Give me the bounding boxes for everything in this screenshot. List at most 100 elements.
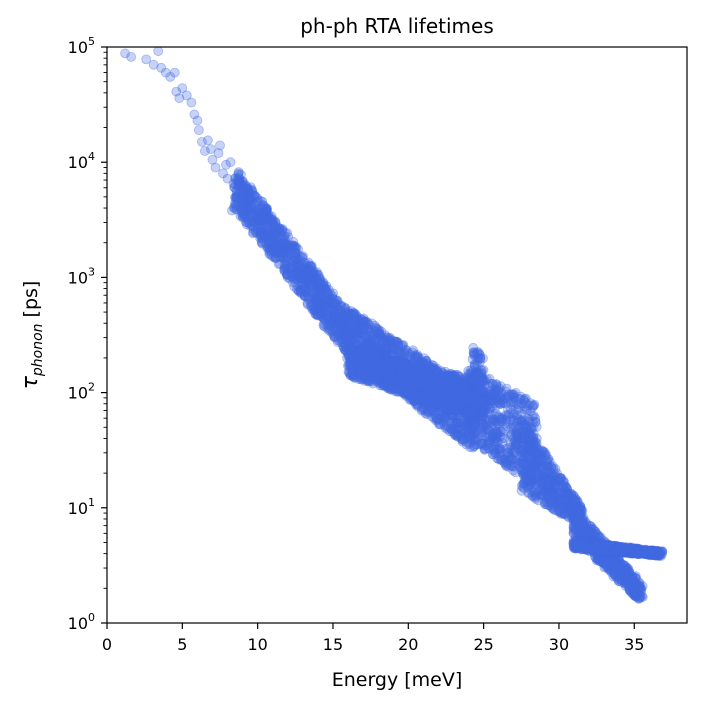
scatter-point [255, 233, 266, 243]
scatter-point [240, 203, 251, 214]
scatter-point [271, 248, 282, 259]
scatter-point [249, 204, 260, 215]
scatter-point [221, 159, 231, 170]
scatter-point [316, 311, 327, 322]
scatter-point [302, 297, 313, 308]
scatter-point [246, 219, 257, 230]
scatter-point [329, 294, 340, 305]
scatter-point [281, 263, 292, 274]
scatter-point [317, 300, 328, 310]
scatter-point [278, 247, 288, 258]
scatter-point [288, 256, 299, 267]
scatter-point [302, 269, 313, 280]
scatter-point [263, 209, 274, 220]
scatter-point [311, 295, 322, 306]
scatter-point [318, 282, 329, 293]
scatter-point [317, 298, 328, 309]
scatter-point [263, 212, 274, 223]
scatter-point [501, 460, 512, 471]
scatter-point [297, 252, 308, 263]
scatter-point [517, 444, 528, 455]
scatter-point [560, 509, 570, 519]
scatter-point [315, 275, 326, 286]
scatter-point [240, 205, 251, 216]
scatter-point [261, 205, 272, 216]
plot-background [107, 47, 687, 623]
scatter-point [266, 211, 277, 222]
scatter-point [252, 223, 263, 234]
scatter-point [268, 244, 279, 255]
scatter-point [261, 212, 272, 223]
scatter-point [308, 286, 319, 297]
scatter-point [328, 315, 339, 326]
scatter-point [237, 177, 248, 188]
scatter-point [302, 299, 313, 310]
scatter-point [258, 206, 268, 217]
scatter-point [311, 292, 322, 303]
scatter-point [240, 186, 251, 197]
scatter-point [274, 258, 285, 269]
scatter-point [228, 202, 239, 213]
scatter-point [126, 52, 137, 62]
scatter-point [322, 310, 333, 321]
scatter-point [242, 183, 253, 194]
scatter-point [256, 223, 267, 233]
scatter-point [633, 549, 644, 560]
scatter-point [274, 239, 285, 250]
scatter-point [286, 242, 297, 253]
scatter-point [327, 326, 338, 337]
scatter-point [614, 574, 624, 585]
scatter-point [234, 176, 245, 187]
scatter-point [335, 311, 346, 322]
scatter-point [312, 269, 323, 280]
scatter-point [295, 284, 306, 295]
scatter-point [291, 274, 302, 285]
scatter-point [298, 272, 309, 283]
scatter-point [306, 261, 317, 272]
scatter-point [523, 488, 534, 499]
scatter-point [270, 216, 281, 227]
scatter-point [300, 286, 311, 297]
scatter-point [312, 286, 323, 297]
scatter-point [243, 207, 253, 218]
scatter-point [234, 174, 245, 185]
scatter-point [625, 542, 636, 553]
scatter-point [242, 217, 253, 228]
scatter-point [294, 256, 304, 267]
scatter-point [324, 323, 335, 333]
scatter-point [230, 193, 241, 204]
scatter-point [307, 273, 317, 284]
scatter-point [279, 231, 290, 242]
scatter-point [244, 197, 254, 208]
scatter-point [304, 273, 315, 283]
scatter-point [273, 259, 284, 269]
scatter-point [240, 205, 251, 216]
scatter-point [261, 203, 272, 214]
scatter-point [308, 293, 319, 304]
scatter-point [262, 211, 273, 222]
scatter-point [266, 214, 277, 225]
scatter-point [312, 297, 323, 308]
scatter-point [256, 207, 267, 218]
scatter-point [255, 226, 266, 237]
scatter-point [261, 214, 271, 224]
scatter-point [314, 281, 325, 292]
scatter-point [261, 204, 272, 215]
scatter-point [282, 253, 293, 263]
scatter-point [247, 209, 258, 220]
scatter-point [242, 203, 253, 214]
scatter-point [315, 277, 326, 288]
scatter-point [323, 296, 334, 307]
scatter-point [279, 234, 290, 245]
scatter-point [160, 67, 171, 78]
scatter-point [276, 238, 287, 249]
scatter-point [297, 271, 308, 282]
scatter-point [295, 273, 306, 284]
scatter-point [232, 174, 242, 185]
scatter-point [238, 208, 249, 219]
scatter-point [252, 208, 263, 219]
scatter-point [248, 217, 259, 227]
scatter-point [261, 206, 272, 217]
scatter-point [329, 330, 339, 341]
scatter-point [252, 196, 263, 207]
